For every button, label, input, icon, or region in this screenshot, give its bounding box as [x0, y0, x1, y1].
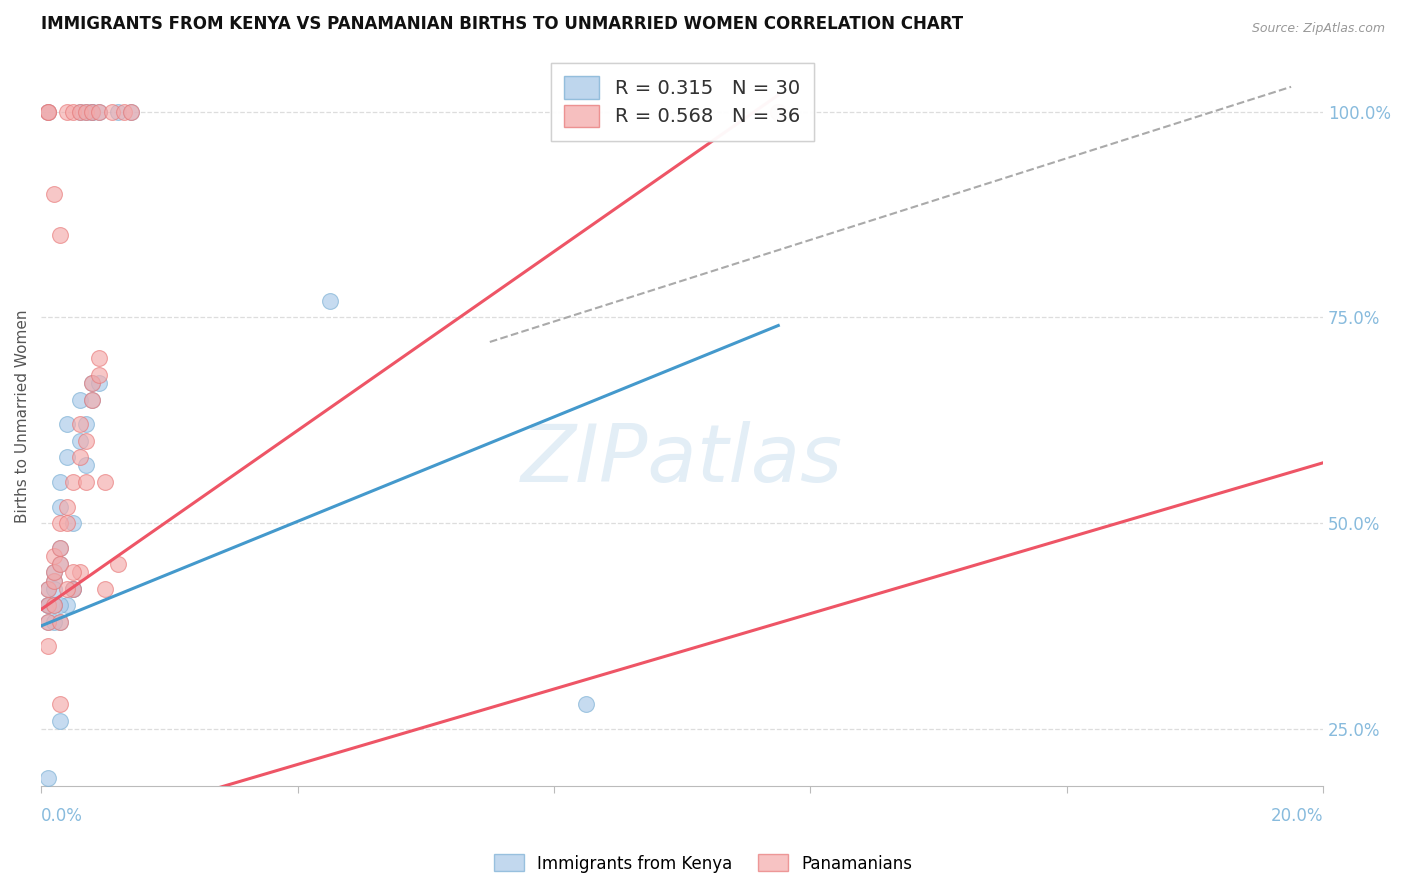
Point — [768, 104, 790, 119]
Point — [87, 368, 110, 382]
Point — [37, 599, 59, 613]
Point — [49, 541, 72, 555]
Point — [37, 104, 59, 119]
Point — [75, 458, 97, 473]
Point — [75, 434, 97, 448]
Point — [94, 582, 117, 596]
Point — [37, 104, 59, 119]
Y-axis label: Births to Unmarried Women: Births to Unmarried Women — [15, 310, 30, 523]
Point — [82, 376, 104, 390]
Point — [107, 557, 129, 571]
Point — [768, 104, 790, 119]
Point — [55, 104, 77, 119]
Point — [37, 582, 59, 596]
Point — [87, 104, 110, 119]
Point — [62, 582, 84, 596]
Point — [82, 104, 104, 119]
Point — [75, 104, 97, 119]
Point — [69, 566, 91, 580]
Point — [49, 541, 72, 555]
Point — [100, 104, 122, 119]
Point — [82, 392, 104, 407]
Point — [120, 104, 142, 119]
Point — [42, 549, 65, 563]
Point — [49, 599, 72, 613]
Text: ZIPatlas: ZIPatlas — [522, 422, 844, 500]
Point — [82, 392, 104, 407]
Point — [75, 417, 97, 432]
Point — [75, 104, 97, 119]
Point — [37, 599, 59, 613]
Point — [55, 500, 77, 514]
Point — [55, 417, 77, 432]
Point — [49, 697, 72, 711]
Point — [37, 615, 59, 629]
Point — [37, 640, 59, 654]
Text: IMMIGRANTS FROM KENYA VS PANAMANIAN BIRTHS TO UNMARRIED WOMEN CORRELATION CHART: IMMIGRANTS FROM KENYA VS PANAMANIAN BIRT… — [41, 15, 963, 33]
Point — [49, 557, 72, 571]
Point — [42, 574, 65, 588]
Point — [87, 351, 110, 366]
Point — [37, 771, 59, 785]
Point — [55, 450, 77, 465]
Point — [75, 475, 97, 489]
Point — [318, 293, 340, 308]
Point — [62, 475, 84, 489]
Point — [87, 104, 110, 119]
Point — [87, 376, 110, 390]
Point — [82, 376, 104, 390]
Point — [37, 599, 59, 613]
Point — [49, 557, 72, 571]
Point — [55, 516, 77, 530]
Point — [62, 566, 84, 580]
Point — [37, 615, 59, 629]
Point — [69, 104, 91, 119]
Point — [42, 599, 65, 613]
Legend: Immigrants from Kenya, Panamanians: Immigrants from Kenya, Panamanians — [488, 847, 918, 880]
Point — [69, 434, 91, 448]
Point — [69, 392, 91, 407]
Point — [62, 104, 84, 119]
Point — [120, 104, 142, 119]
Point — [42, 566, 65, 580]
Point — [49, 475, 72, 489]
Point — [37, 804, 59, 818]
Point — [82, 104, 104, 119]
Point — [107, 104, 129, 119]
Point — [42, 566, 65, 580]
Point — [55, 582, 77, 596]
Point — [42, 615, 65, 629]
Point — [62, 582, 84, 596]
Point — [62, 582, 84, 596]
Text: Source: ZipAtlas.com: Source: ZipAtlas.com — [1251, 22, 1385, 36]
Point — [49, 714, 72, 728]
Point — [69, 417, 91, 432]
Point — [49, 615, 72, 629]
Point — [42, 574, 65, 588]
Legend: R = 0.315   N = 30, R = 0.568   N = 36: R = 0.315 N = 30, R = 0.568 N = 36 — [551, 62, 814, 141]
Point — [82, 104, 104, 119]
Point — [69, 104, 91, 119]
Point — [49, 227, 72, 242]
Point — [49, 516, 72, 530]
Point — [62, 516, 84, 530]
Point — [55, 878, 77, 892]
Point — [42, 582, 65, 596]
Point — [49, 500, 72, 514]
Point — [37, 582, 59, 596]
Point — [69, 450, 91, 465]
Point — [49, 615, 72, 629]
Point — [114, 104, 136, 119]
Point — [42, 599, 65, 613]
Point — [94, 475, 117, 489]
Text: 0.0%: 0.0% — [41, 807, 83, 825]
Text: 20.0%: 20.0% — [1271, 807, 1323, 825]
Point — [575, 697, 598, 711]
Point — [42, 186, 65, 201]
Point — [55, 599, 77, 613]
Point — [37, 104, 59, 119]
